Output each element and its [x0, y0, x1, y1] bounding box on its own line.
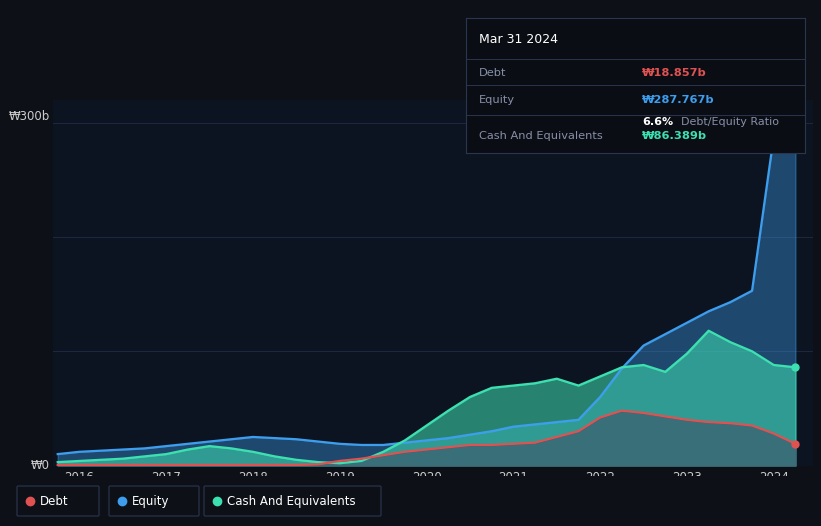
Text: ₩18.857b: ₩18.857b	[642, 68, 707, 78]
Text: Equity: Equity	[132, 494, 169, 508]
Text: Mar 31 2024: Mar 31 2024	[479, 33, 558, 46]
Text: Debt: Debt	[479, 68, 507, 78]
Text: Cash And Equivalents: Cash And Equivalents	[479, 132, 603, 141]
Text: ₩300b: ₩300b	[8, 110, 49, 123]
Text: 6.6%: 6.6%	[642, 117, 673, 127]
Text: Cash And Equivalents: Cash And Equivalents	[227, 494, 355, 508]
Text: Debt/Equity Ratio: Debt/Equity Ratio	[681, 117, 779, 127]
Text: Debt: Debt	[40, 494, 69, 508]
Text: ₩0: ₩0	[30, 459, 49, 472]
Text: ₩287.767b: ₩287.767b	[642, 95, 715, 105]
Text: ₩86.389b: ₩86.389b	[642, 132, 708, 141]
Text: Equity: Equity	[479, 95, 516, 105]
